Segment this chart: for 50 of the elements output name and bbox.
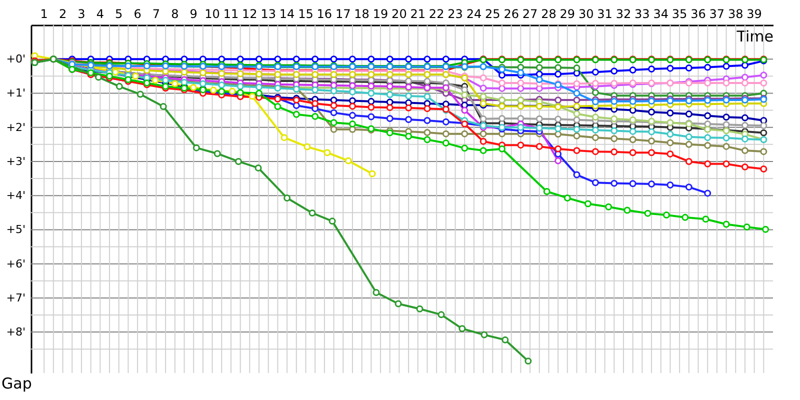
x-tick-label: 3 <box>78 7 86 21</box>
x-tick-label: 34 <box>653 7 668 21</box>
x-tick-label: 2 <box>58 7 67 21</box>
y-tick-label: +4' <box>6 189 26 202</box>
y-tick-label: +6' <box>6 257 26 270</box>
x-tick-label: 7 <box>152 7 160 21</box>
y-tick-label: +5' <box>6 223 26 236</box>
x-tick-label: 6 <box>134 7 142 21</box>
x-tick-label: 22 <box>428 7 444 21</box>
x-tick-label: 32 <box>616 7 632 21</box>
x-tick-label: 20 <box>392 7 407 21</box>
y-tick-label: +0' <box>6 52 26 66</box>
y-tick-label: +2' <box>6 120 26 134</box>
x-tick-label: 37 <box>709 7 725 21</box>
x-tick-label: 21 <box>410 7 426 21</box>
x-tick-label: 26 <box>504 7 519 21</box>
x-tick-label: 38 <box>728 7 744 21</box>
x-tick-label: 24 <box>466 7 482 21</box>
x-tick-label: 19 <box>372 7 388 21</box>
x-tick-label: 31 <box>597 7 612 21</box>
x-tick-label: 13 <box>260 7 276 21</box>
x-tick-label: 16 <box>316 7 332 21</box>
x-tick-label: 15 <box>298 7 314 21</box>
x-tick-label: 39 <box>746 7 762 21</box>
y-tick-label: +7' <box>6 291 26 304</box>
x-tick-label: 23 <box>448 7 463 21</box>
x-tick-label: 8 <box>171 7 179 21</box>
y-tick-label: +3' <box>6 154 26 168</box>
x-tick-label: 14 <box>279 7 295 21</box>
y-tick-label: +1' <box>6 86 26 100</box>
x-tick-label: 28 <box>541 7 556 21</box>
y-tick-label: +8' <box>6 326 26 339</box>
x-tick-label: 35 <box>672 7 688 21</box>
x-axis-title: Time <box>736 28 774 46</box>
x-tick-label: 25 <box>485 7 500 21</box>
x-tick-label: 18 <box>354 7 370 21</box>
x-tick-label: 10 <box>204 7 220 21</box>
x-tick-label: 30 <box>578 7 594 21</box>
x-tick-label: 27 <box>522 7 538 21</box>
x-tick-label: 36 <box>690 7 706 21</box>
x-tick-label: 29 <box>560 7 576 21</box>
x-tick-label: 33 <box>634 7 650 21</box>
y-axis-title: Gap <box>2 374 32 392</box>
x-tick-label: 17 <box>335 7 351 21</box>
x-tick-label: 12 <box>242 7 258 21</box>
x-tick-label: 1 <box>40 7 48 21</box>
x-tick-label: 9 <box>190 7 198 21</box>
x-tick-label: 4 <box>96 7 104 21</box>
x-tick-label: 5 <box>115 7 123 21</box>
x-tick-label: 11 <box>223 7 239 21</box>
